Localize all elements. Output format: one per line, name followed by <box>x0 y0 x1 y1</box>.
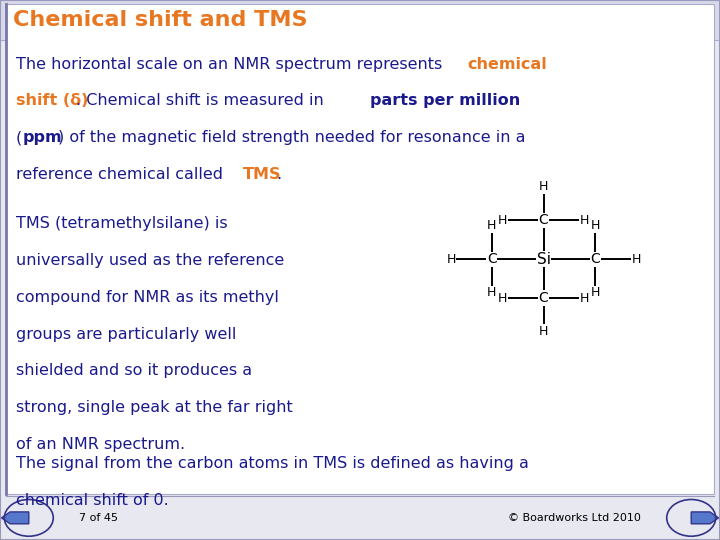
Text: C: C <box>590 252 600 266</box>
Text: H: H <box>580 292 589 305</box>
Text: H: H <box>580 214 589 227</box>
Text: . Chemical shift is measured in: . Chemical shift is measured in <box>76 93 328 109</box>
Text: shift (δ): shift (δ) <box>16 93 89 109</box>
Text: C: C <box>539 291 549 305</box>
Text: Si: Si <box>536 252 551 267</box>
Text: H: H <box>487 219 497 232</box>
Text: H: H <box>539 180 549 193</box>
Text: C: C <box>487 252 497 266</box>
FancyArrow shape <box>691 512 719 524</box>
Text: H: H <box>498 214 508 227</box>
Text: H: H <box>446 253 456 266</box>
Text: The horizontal scale on an NMR spectrum represents: The horizontal scale on an NMR spectrum … <box>16 57 447 72</box>
Text: of an NMR spectrum.: of an NMR spectrum. <box>16 437 185 452</box>
Text: H: H <box>487 286 497 299</box>
Text: 7 of 45: 7 of 45 <box>79 513 118 523</box>
Text: H: H <box>539 325 549 338</box>
Text: H: H <box>590 219 600 232</box>
Text: ppm: ppm <box>23 130 63 145</box>
Text: chemical shift of 0.: chemical shift of 0. <box>16 493 168 508</box>
Text: groups are particularly well: groups are particularly well <box>16 327 236 342</box>
Text: C: C <box>539 213 549 227</box>
Text: shielded and so it produces a: shielded and so it produces a <box>16 363 252 379</box>
Text: reference chemical called: reference chemical called <box>16 167 228 182</box>
Text: .: . <box>276 167 281 182</box>
Text: TMS: TMS <box>243 167 281 182</box>
Text: universally used as the reference: universally used as the reference <box>16 253 284 268</box>
Text: The signal from the carbon atoms in TMS is defined as having a: The signal from the carbon atoms in TMS … <box>16 456 528 471</box>
Text: H: H <box>498 292 508 305</box>
Text: ) of the magnetic field strength needed for resonance in a: ) of the magnetic field strength needed … <box>58 130 525 145</box>
Text: compound for NMR as its methyl: compound for NMR as its methyl <box>16 290 279 305</box>
Text: Chemical shift and TMS: Chemical shift and TMS <box>13 10 307 30</box>
Text: H: H <box>631 253 641 266</box>
Text: chemical: chemical <box>467 57 547 72</box>
Text: TMS (tetramethylsilane) is: TMS (tetramethylsilane) is <box>16 217 228 232</box>
Text: strong, single peak at the far right: strong, single peak at the far right <box>16 400 292 415</box>
Text: (: ( <box>16 130 22 145</box>
Text: parts per million: parts per million <box>370 93 521 109</box>
Text: H: H <box>590 286 600 299</box>
FancyArrow shape <box>1 512 29 524</box>
Bar <box>0 0 720 40</box>
Text: © Boardworks Ltd 2010: © Boardworks Ltd 2010 <box>508 513 641 523</box>
